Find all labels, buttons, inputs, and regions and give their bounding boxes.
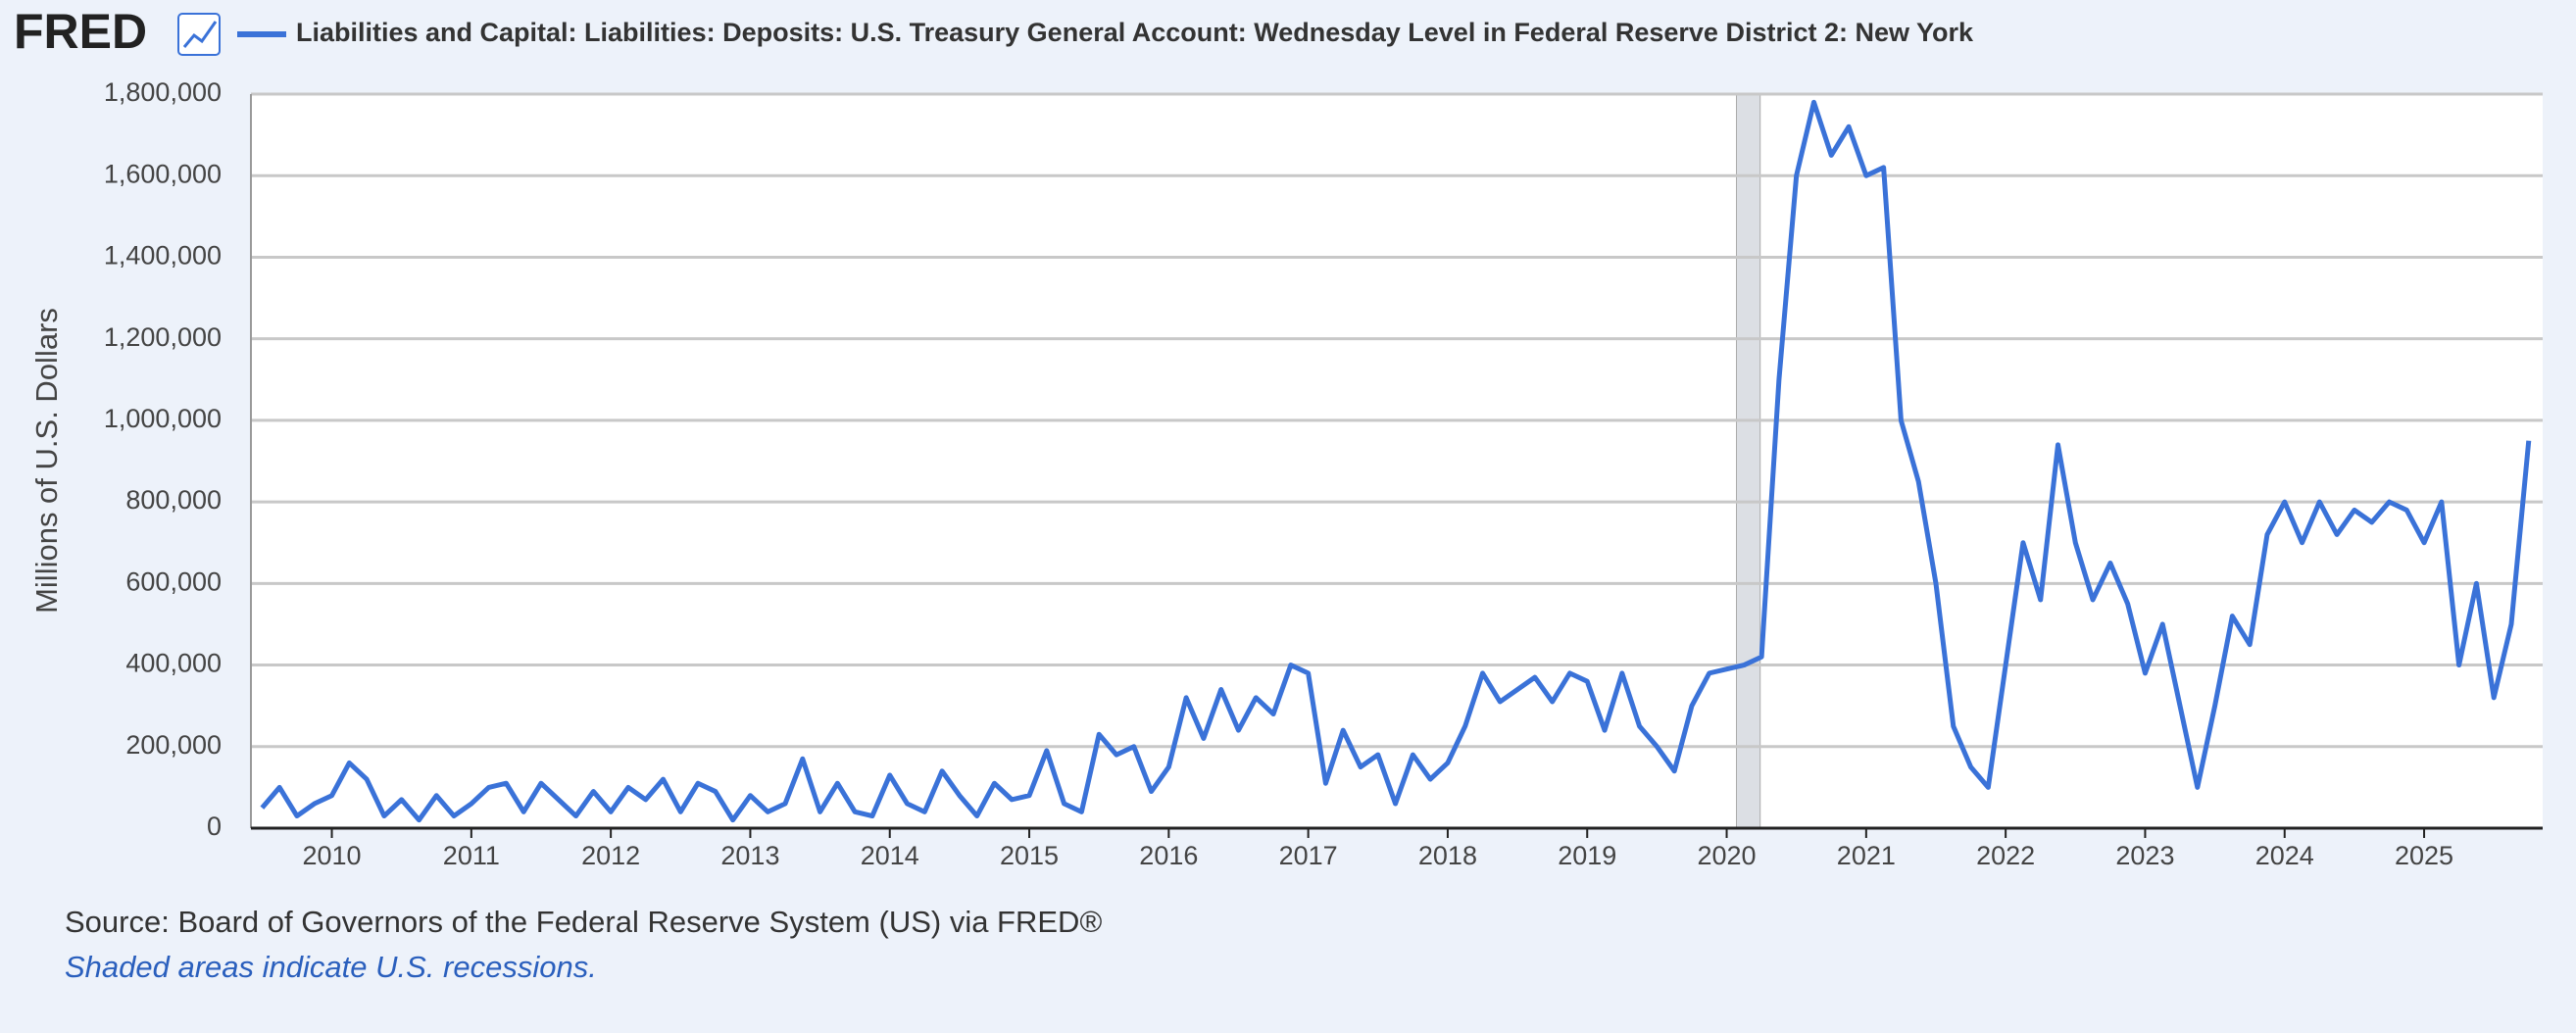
note: Shaded areas indicate U.S. recessions. [65,950,597,984]
plot-area [251,94,2543,828]
logo: FRED [14,4,147,59]
x-tick-label: 2025 [2395,841,2453,870]
x-tick-label: 2019 [1558,841,1616,870]
x-tick-label: 2021 [1837,841,1896,870]
x-tick-label: 2012 [581,841,640,870]
x-tick-label: 2023 [2115,841,2174,870]
x-tick-label: 2020 [1698,841,1757,870]
y-tick-label: 0 [207,812,222,841]
chart-title: Liabilities and Capital: Liabilities: De… [296,18,1974,47]
x-tick-label: 2017 [1279,841,1338,870]
y-tick-label: 600,000 [125,566,222,596]
x-tick-label: 2018 [1418,841,1477,870]
x-tick-label: 2024 [2255,841,2314,870]
y-tick-label: 200,000 [125,730,222,760]
y-tick-label: 1,200,000 [104,322,222,352]
source: Source: Board of Governors of the Federa… [65,905,1102,939]
x-tick-label: 2014 [861,841,919,870]
y-axis-label: Millions of U.S. Dollars [29,308,64,614]
x-tick-label: 2011 [443,841,500,870]
recession-band [1736,93,1761,829]
y-tick-label: 1,600,000 [104,159,222,188]
y-tick-label: 1,400,000 [104,241,222,271]
x-tick-label: 2010 [302,841,361,870]
y-tick-label: 1,000,000 [104,404,222,433]
series-line [260,99,2532,823]
x-tick-label: 2015 [1000,841,1059,870]
y-tick-label: 1,800,000 [104,77,222,107]
logo-icon [177,13,221,56]
y-tick-label: 400,000 [125,649,222,678]
y-tick-label: 800,000 [125,485,222,515]
x-tick-label: 2022 [1976,841,2035,870]
x-tick-label: 2013 [720,841,779,870]
x-tick-label: 2016 [1139,841,1198,870]
